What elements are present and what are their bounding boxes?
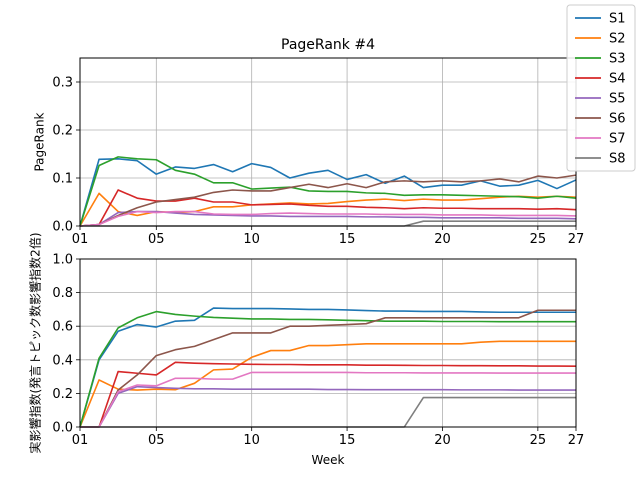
pagerank-series-line-s7 [79,210,577,227]
pagerank-x-tick-label: 05 [148,232,165,247]
impact-x-tick-label: 01 [72,433,89,448]
pagerank-x-tick-label: 10 [243,232,260,247]
pagerank-x-tick-label: 15 [339,232,356,247]
legend-label-s5: S5 [609,92,626,107]
impact-y-tick-label: 0.4 [52,353,73,368]
impact-series-line-s1 [79,307,576,428]
pagerank-title: PageRank #4 [281,37,375,53]
legend-label-s7: S7 [609,132,626,147]
pagerank-panel: 01 05 10 15 20 25 27 0.0 0.1 0.2 0.3 PageRank #4 P… [33,37,585,247]
impact-y-axis-label: 実影響指数(発言トピック数影響指数2倍) [28,233,43,454]
legend-label-s3: S3 [609,52,626,67]
impact-y-tick-label: 1.0 [52,253,73,268]
impact-series-line-s6 [80,309,576,428]
legend-label-s4: S4 [609,72,626,87]
impact-x-tick-label: 15 [339,433,356,448]
impact-series [79,307,577,428]
impact-x-tick-label: 20 [434,433,451,448]
pagerank-x-tick-label: 27 [568,232,585,247]
impact-x-tick-label: 27 [568,433,585,448]
impact-series-line-s5 [80,385,576,428]
impact-y-tick-label: 0.0 [52,421,73,436]
impact-y-tick-label: 0.8 [52,286,73,301]
impact-y-tick-label: 0.6 [52,320,73,335]
pagerank-series-line-s6 [79,174,577,227]
impact-y-tick-label: 0.2 [52,387,73,402]
pagerank-y-tick-label: 0.1 [52,172,73,187]
pagerank-y-tick-label: 0.3 [52,76,73,91]
legend-entries: S1 S2 S3 S4 S5 S6 S7 S8 [575,12,626,167]
pagerank-y-tick-label: 0.0 [52,220,73,235]
legend: S1 S2 S3 S4 S5 S6 S7 S8 [566,4,636,172]
impact-x-tick-label: 05 [148,433,165,448]
legend-label-s8: S8 [609,152,626,167]
pagerank-x-tick-label: 01 [72,232,89,247]
impact-series-line-s2 [79,340,576,428]
pagerank-series-line-s1 [79,158,577,227]
impact-ticks: 01 05 10 15 20 25 27 0.0 0.2 0.4 0.6 0.8 1.0 [52,253,584,449]
pagerank-ticks: 01 05 10 15 20 25 27 0.0 0.1 0.2 0.3 [52,76,584,248]
impact-panel: 01 05 10 15 20 25 27 0.0 0.2 0.4 0.6 0.8 1.0 Week 実影… [28,233,585,468]
pagerank-x-tick-label: 25 [530,232,547,247]
impact-axes-frame [79,258,577,428]
impact-x-axis-label: Week [312,453,345,467]
impact-x-tick-label: 10 [243,433,260,448]
impact-series-line-s7 [80,371,576,428]
impact-x-tick-label: 25 [530,433,547,448]
pagerank-y-axis-label: PageRank [33,112,47,171]
legend-label-s1: S1 [609,12,626,27]
impact-series-line-s3 [79,310,576,428]
legend-box [566,4,636,172]
pagerank-y-tick-label: 0.2 [52,124,73,139]
legend-label-s2: S2 [609,32,626,47]
pagerank-series-line-s3 [79,156,577,227]
pagerank-x-tick-label: 20 [434,232,451,247]
impact-series-line-s4 [80,361,577,428]
legend-label-s6: S6 [609,112,626,127]
